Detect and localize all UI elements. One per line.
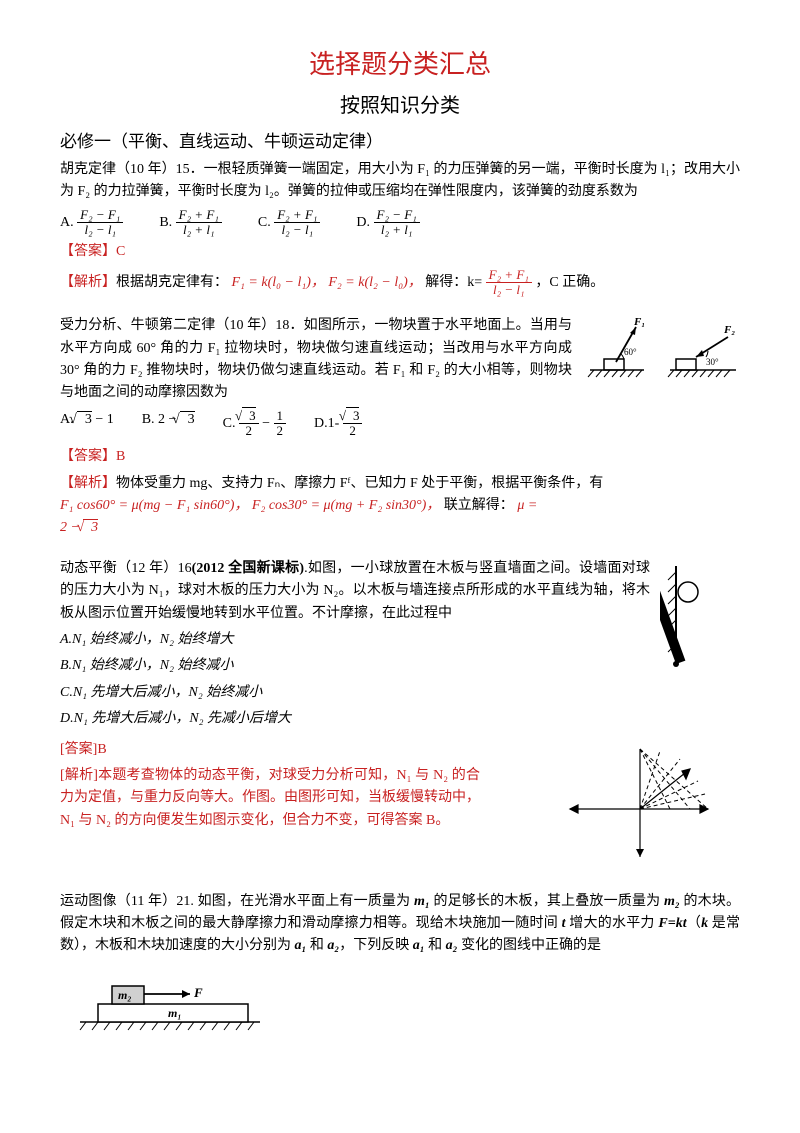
q2-explanation: 【解析】物体受重力 mg、支持力 Fₙ、摩擦力 Fᶠ、已知力 F 处于平衡，根据… [60,473,740,540]
q1-opt-c: C. F₂ + F₁l₂ − l₁ [258,208,321,238]
q3-figure-2 [540,739,740,869]
q4-figure: m₁ m₂ F [60,964,740,1036]
q1-options: A. F₂ − F₁l₂ − l₁ B. F₂ + F₁l₂ + l₁ C. F… [60,208,740,238]
svg-text:F: F [193,985,203,1000]
q2-opt-d: D.1- √32 [314,409,362,439]
svg-text:m₁: m₁ [168,1006,182,1020]
q2-opt-a: A. √3 − 1 [60,409,114,439]
sub-title: 按照知识分类 [60,90,740,122]
q3-opt-a: A.N₁ 始终减小，N₂ 始终增大 [60,629,740,651]
q1-opt-a: A. F₂ − F₁l₂ − l₁ [60,208,123,238]
q3-opt-c: C.N₁ 先增大后减小，N₂ 始终减小 [60,682,740,704]
q1-opt-b: B. F₂ + F₁l₂ + l₁ [159,208,222,238]
svg-text:30°: 30° [706,357,719,367]
q1-text: 胡克定律（10 年）15．一根轻质弹簧一端固定，用大小为 F₁ 的力压弹簧的另一… [60,159,740,204]
q1-answer: 【答案】C [60,241,740,263]
q2-options: A. √3 − 1 B. 2 − √3 C. √32 − 12 D.1- √32 [60,409,740,439]
section-title: 必修一（平衡、直线运动、牛顿运动定律） [60,128,740,155]
q2-opt-b: B. 2 − √3 [142,409,195,439]
q2-opt-c: C. √32 − 12 [223,409,286,439]
q3-opt-b: B.N₁ 始终减小，N₂ 始终减小 [60,655,740,677]
q1-opt-d: D. F₂ − F₁l₂ + l₁ [356,208,419,238]
q3-opt-d: D.N₁ 先增大后减小，N₂ 先减小后增大 [60,708,740,730]
q3-explanation: [解析]本题考查物体的动态平衡，对球受力分析可知，N₁ 与 N₂ 的合力为定值，… [60,765,480,832]
q2-answer: 【答案】B [60,446,740,468]
q3-text: 动态平衡（12 年）16(2012 全国新课标).如图，一小球放置在木板与竖直墙… [60,558,740,625]
svg-text:m₂: m₂ [118,988,132,1002]
svg-text:60°: 60° [624,347,637,357]
q3-figure-1 [660,562,740,672]
q1-explanation: 【解析】根据胡克定律有： F₁ = k(l₀ − l₁)， F₂ = k(l₂ … [60,268,740,298]
q4-text: 运动图像（11 年）21. 如图，在光滑水平面上有一质量为 m₁ 的足够长的木板… [60,891,740,958]
svg-text:F₂: F₂ [723,324,735,336]
q2-figure: 60° F₁ 30° F₂ [580,315,740,385]
main-title: 选择题分类汇总 [60,44,740,86]
svg-text:F₁: F₁ [633,316,645,328]
